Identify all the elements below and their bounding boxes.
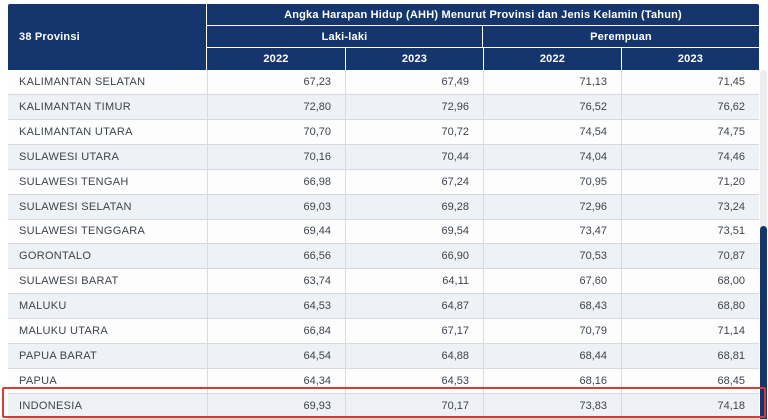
value-cell: 68,43 — [483, 294, 621, 319]
value-cell: 76,62 — [621, 94, 759, 119]
value-cell: 64,87 — [345, 294, 483, 319]
value-cell: 64,54 — [207, 344, 345, 369]
table-row: GORONTALO 66,56 66,90 70,53 70,87 — [8, 244, 759, 270]
value-cell: 70,87 — [621, 244, 759, 269]
value-cell: 70,79 — [483, 319, 621, 344]
value-cell: 70,44 — [345, 144, 483, 169]
table-row: MALUKU UTARA 66,84 67,17 70,79 71,14 — [8, 319, 759, 345]
value-cell: 72,80 — [207, 94, 345, 119]
value-cell: 72,96 — [345, 94, 483, 119]
value-cell: 69,44 — [207, 219, 345, 244]
year-header-female-2023: 2023 — [621, 48, 759, 70]
value-cell: 71,14 — [621, 319, 759, 344]
value-cell: 64,11 — [345, 269, 483, 294]
group-header-female: Perempuan — [483, 26, 759, 48]
table-body: KALIMANTAN SELATAN 67,23 67,49 71,13 71,45 KA… — [8, 70, 759, 419]
value-cell: 71,45 — [621, 70, 759, 94]
value-cell: 72,96 — [483, 194, 621, 219]
value-cell: 70,16 — [207, 144, 345, 169]
value-cell: 64,53 — [207, 294, 345, 319]
value-cell: 68,80 — [621, 294, 759, 319]
value-cell: 67,23 — [207, 70, 345, 94]
province-cell: GORONTALO — [19, 250, 92, 263]
year-header-female-2022: 2022 — [483, 48, 621, 70]
value-cell: 66,84 — [207, 319, 345, 344]
value-cell: 74,75 — [621, 119, 759, 144]
value-cell: 73,51 — [621, 219, 759, 244]
table-row: KALIMANTAN SELATAN 67,23 67,49 71,13 71,45 — [8, 70, 759, 95]
value-cell: 68,16 — [483, 369, 621, 393]
value-cell: 71,20 — [621, 169, 759, 194]
data-table: 38 Provinsi Angka Harapan Hidup (AHH) Me… — [2, 4, 766, 419]
table-row: KALIMANTAN UTARA 70,70 70,72 74,54 74,75 — [8, 119, 759, 145]
table-row: MALUKU 64,53 64,87 68,43 68,80 — [8, 294, 759, 320]
value-cell: 63,74 — [207, 269, 345, 294]
value-cell: 73,24 — [621, 194, 759, 219]
year-header-male-2023: 2023 — [345, 48, 483, 70]
value-cell: 66,56 — [207, 244, 345, 269]
value-cell: 70,53 — [483, 244, 621, 269]
value-cell: 66,98 — [207, 169, 345, 194]
value-cell: 64,53 — [345, 369, 483, 393]
table-row: PAPUA 64,34 64,53 68,16 68,45 — [8, 369, 759, 394]
value-cell: 64,88 — [345, 344, 483, 369]
vertical-scrollbar-thumb[interactable] — [760, 226, 767, 419]
table-header: 38 Provinsi Angka Harapan Hidup (AHH) Me… — [8, 4, 759, 70]
province-cell: SULAWESI BARAT — [19, 275, 119, 288]
value-cell: 66,90 — [345, 244, 483, 269]
province-cell: SULAWESI SELATAN — [19, 200, 132, 213]
value-cell: 68,44 — [483, 344, 621, 369]
table-row: SULAWESI UTARA 70,16 70,44 74,04 74,46 — [8, 144, 759, 170]
province-cell: SULAWESI UTARA — [19, 150, 120, 163]
value-cell: 64,34 — [207, 369, 345, 393]
value-cell: 71,13 — [483, 70, 621, 94]
value-cell: 68,81 — [621, 344, 759, 369]
value-cell: 68,45 — [621, 369, 759, 393]
province-cell: KALIMANTAN SELATAN — [19, 75, 146, 88]
group-header-male: Laki-laki — [207, 26, 483, 48]
province-cell: MALUKU UTARA — [19, 325, 108, 338]
value-cell: 67,60 — [483, 269, 621, 294]
province-cell: INDONESIA — [19, 399, 83, 412]
table-row: SULAWESI BARAT 63,74 64,11 67,60 68,00 — [8, 269, 759, 295]
table-row: PAPUA BARAT 64,54 64,88 68,44 68,81 — [8, 344, 759, 370]
table-row: KALIMANTAN TIMUR 72,80 72,96 76,52 76,62 — [8, 94, 759, 120]
year-header-male-2022: 2022 — [263, 53, 289, 65]
province-cell: PAPUA BARAT — [19, 350, 98, 363]
table-row-indonesia: INDONESIA 69,93 70,17 73,83 74,18 — [8, 393, 759, 419]
table-title: Angka Harapan Hidup (AHH) Menurut Provin… — [207, 4, 759, 26]
table-row: SULAWESI SELATAN 69,03 69,28 72,96 73,24 — [8, 194, 759, 220]
value-cell: 73,47 — [483, 219, 621, 244]
value-cell: 76,52 — [483, 94, 621, 119]
value-cell: 68,00 — [621, 269, 759, 294]
value-cell: 67,17 — [345, 319, 483, 344]
value-cell: 70,17 — [345, 393, 483, 418]
value-cell: 74,54 — [483, 119, 621, 144]
province-cell: KALIMANTAN UTARA — [19, 125, 133, 138]
table-row: SULAWESI TENGGARA 69,44 69,54 73,47 73,51 — [8, 219, 759, 245]
value-cell: 73,83 — [483, 393, 621, 418]
table-row: SULAWESI TENGAH 66,98 67,24 70,95 71,20 — [8, 169, 759, 195]
value-cell: 70,95 — [483, 169, 621, 194]
value-cell: 70,72 — [345, 119, 483, 144]
value-cell: 67,49 — [345, 70, 483, 94]
province-cell: KALIMANTAN TIMUR — [19, 100, 131, 113]
value-cell: 69,54 — [345, 219, 483, 244]
value-cell: 69,28 — [345, 194, 483, 219]
province-cell: MALUKU — [19, 300, 67, 313]
province-cell: PAPUA — [19, 375, 57, 388]
value-cell: 67,24 — [345, 169, 483, 194]
value-cell: 74,04 — [483, 144, 621, 169]
province-cell: SULAWESI TENGGARA — [19, 225, 146, 238]
province-cell: SULAWESI TENGAH — [19, 175, 129, 188]
value-cell: 69,03 — [207, 194, 345, 219]
provinces-count-header: 38 Provinsi — [8, 4, 207, 70]
value-cell: 69,93 — [207, 393, 345, 418]
value-cell: 74,46 — [621, 144, 759, 169]
value-cell: 70,70 — [207, 119, 345, 144]
value-cell: 74,18 — [621, 393, 759, 418]
